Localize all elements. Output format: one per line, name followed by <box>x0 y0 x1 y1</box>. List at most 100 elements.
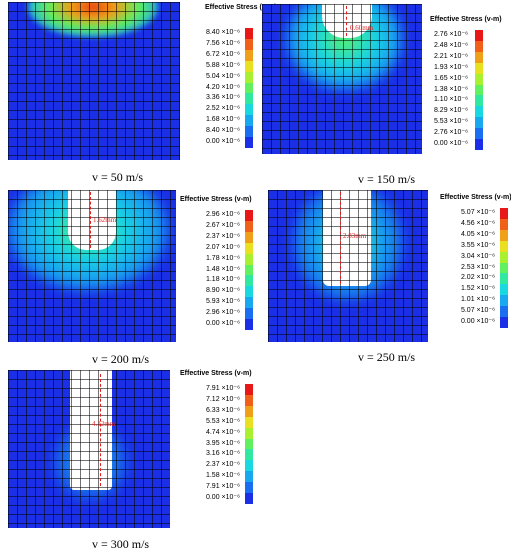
simulation-plot: 4.12mm <box>8 370 170 528</box>
color-scale-bar <box>245 384 253 504</box>
color-scale-segment <box>475 51 483 63</box>
legend-title: Effective Stress (v-m) <box>180 370 252 377</box>
legend-tick-label: 0.00 ×10⁻⁶ <box>205 320 240 328</box>
color-scale-bar <box>245 28 253 148</box>
color-scale-segment <box>500 262 508 274</box>
legend-tick-label: 2.21 ×10⁻⁶ <box>433 52 468 60</box>
legend-tick-label: 6.33 ×10⁻⁶ <box>205 406 240 414</box>
legend-tick-label: 2.37 ×10⁻⁶ <box>205 461 240 469</box>
color-scale-segment <box>245 493 253 504</box>
legend-tick-label: 1.48 ×10⁻⁶ <box>205 265 240 273</box>
color-scale-segment <box>245 471 253 483</box>
penetration-depth-label: 0.60mm <box>350 24 374 32</box>
color-scale-segment <box>245 242 253 254</box>
legend-tick-label: 7.91 ×10⁻⁶ <box>205 483 240 491</box>
legend-tick-label: 2.37 ×10⁻⁶ <box>205 232 240 240</box>
color-scale-segment <box>245 449 253 461</box>
color-scale-segment <box>475 30 483 41</box>
legend-tick-label: 0.00 ×10⁻⁶ <box>460 318 495 326</box>
legend-tick-label: 8.40 ×10⁻⁶ <box>205 127 240 135</box>
legend-title: Effective Stress (v-m) <box>440 194 511 201</box>
penetration-depth-line <box>90 192 91 248</box>
legend-tick-label: 5.53 ×10⁻⁶ <box>433 118 468 126</box>
color-scale-segment <box>245 275 253 287</box>
legend-tick-label: 1.58 ×10⁻⁶ <box>205 472 240 480</box>
color-scale-segment <box>500 284 508 296</box>
color-scale-segment <box>245 60 253 72</box>
legend-tick-label: 2.07 ×10⁻⁶ <box>205 243 240 251</box>
color-scale-segment <box>245 82 253 94</box>
simulation-plot: 2.83mm <box>268 190 428 342</box>
color-scale-segment <box>475 117 483 129</box>
legend-tick-label: 7.12 ×10⁻⁶ <box>205 395 240 403</box>
color-scale-segment <box>245 427 253 439</box>
color-scale-segment <box>245 460 253 472</box>
legend-tick-label: 3.04 ×10⁻⁶ <box>460 252 495 260</box>
legend-tick-label: 1.65 ×10⁻⁶ <box>433 74 468 82</box>
legend-tick-label: 0.00 ×10⁻⁶ <box>433 140 468 148</box>
legend-tick-label: 4.74 ×10⁻⁶ <box>205 428 240 436</box>
stress-hotspot <box>28 2 158 37</box>
legend-tick-label: 1.01 ×10⁻⁶ <box>460 296 495 304</box>
legend-tick-label: 1.18 ×10⁻⁶ <box>205 276 240 284</box>
legend-title: Effective Stress (v-m) <box>430 16 502 23</box>
penetration-depth-line <box>100 374 101 486</box>
legend-tick-label: 2.76 ×10⁻⁶ <box>433 31 468 38</box>
legend-tick-label: 0.00 ×10⁻⁶ <box>205 494 240 502</box>
penetration-depth-line <box>346 6 347 36</box>
color-scale-segment <box>245 115 253 127</box>
color-scale-segment <box>245 231 253 243</box>
color-scale-segment <box>245 220 253 232</box>
legend-tick-label: 1.52 ×10⁻⁶ <box>460 285 495 293</box>
color-scale-segment <box>500 208 508 219</box>
color-scale-segment <box>245 405 253 417</box>
velocity-caption: v = 200 m/s <box>92 352 150 366</box>
color-scale-segment <box>500 273 508 285</box>
color-scale-segment <box>500 218 508 230</box>
color-scale-segment <box>245 38 253 50</box>
color-scale-segment <box>245 126 253 138</box>
color-scale-segment <box>245 308 253 320</box>
legend-tick-label: 0.00 ×10⁻⁶ <box>205 138 240 146</box>
color-scale-segment <box>245 416 253 428</box>
color-scale-segment <box>500 251 508 263</box>
simulation-plot <box>8 2 180 160</box>
legend-tick-label: 1.38 ×10⁻⁶ <box>433 85 468 93</box>
legend-tick-label: 6.72 ×10⁻⁶ <box>205 50 240 58</box>
legend-tick-label: 4.05 ×10⁻⁶ <box>460 230 495 238</box>
legend-tick-label: 1.78 ×10⁻⁶ <box>205 254 240 262</box>
color-scale-segment <box>475 128 483 140</box>
legend-tick-label: 1.10 ×10⁻⁶ <box>433 96 468 104</box>
color-scale-segment <box>475 62 483 74</box>
color-scale-bar <box>475 30 483 150</box>
color-scale-segment <box>245 319 253 330</box>
legend-tick-label: 1.93 ×10⁻⁶ <box>433 63 468 71</box>
legend-tick-label: 8.29 ×10⁻⁶ <box>433 107 468 115</box>
legend-tick-label: 7.91 ×10⁻⁶ <box>205 385 240 392</box>
color-scale-segment <box>475 95 483 107</box>
penetration-depth-line <box>340 192 341 284</box>
legend-tick-label: 7.56 ×10⁻⁶ <box>205 39 240 47</box>
simulation-plot: 1.62mm <box>8 190 176 342</box>
legend-tick-label: 4.56 ×10⁻⁶ <box>460 219 495 227</box>
legend-tick-label: 5.07 ×10⁻⁶ <box>460 209 495 216</box>
legend-tick-label: 2.02 ×10⁻⁶ <box>460 274 495 282</box>
color-scale-segment <box>475 139 483 150</box>
penetration-depth-label: 1.62mm <box>93 216 117 224</box>
color-scale-segment <box>500 317 508 328</box>
legend-tick-label: 2.67 ×10⁻⁶ <box>205 221 240 229</box>
legend-tick-label: 2.96 ×10⁻⁶ <box>205 309 240 317</box>
legend-tick-label: 2.53 ×10⁻⁶ <box>460 263 495 271</box>
legend-tick-label: 2.48 ×10⁻⁶ <box>433 41 468 49</box>
legend-tick-label: 5.53 ×10⁻⁶ <box>205 417 240 425</box>
color-scale-segment <box>245 210 253 221</box>
legend-tick-label: 4.20 ×10⁻⁶ <box>205 83 240 91</box>
simulation-plot: 0.60mm <box>262 4 422 154</box>
color-scale-segment <box>500 295 508 307</box>
color-scale-segment <box>475 106 483 118</box>
legend-tick-label: 1.68 ×10⁻⁶ <box>205 116 240 124</box>
legend-tick-label: 5.07 ×10⁻⁶ <box>460 307 495 315</box>
legend-tick-label: 2.76 ×10⁻⁶ <box>433 129 468 137</box>
color-scale-segment <box>245 394 253 406</box>
color-scale-segment <box>475 73 483 85</box>
